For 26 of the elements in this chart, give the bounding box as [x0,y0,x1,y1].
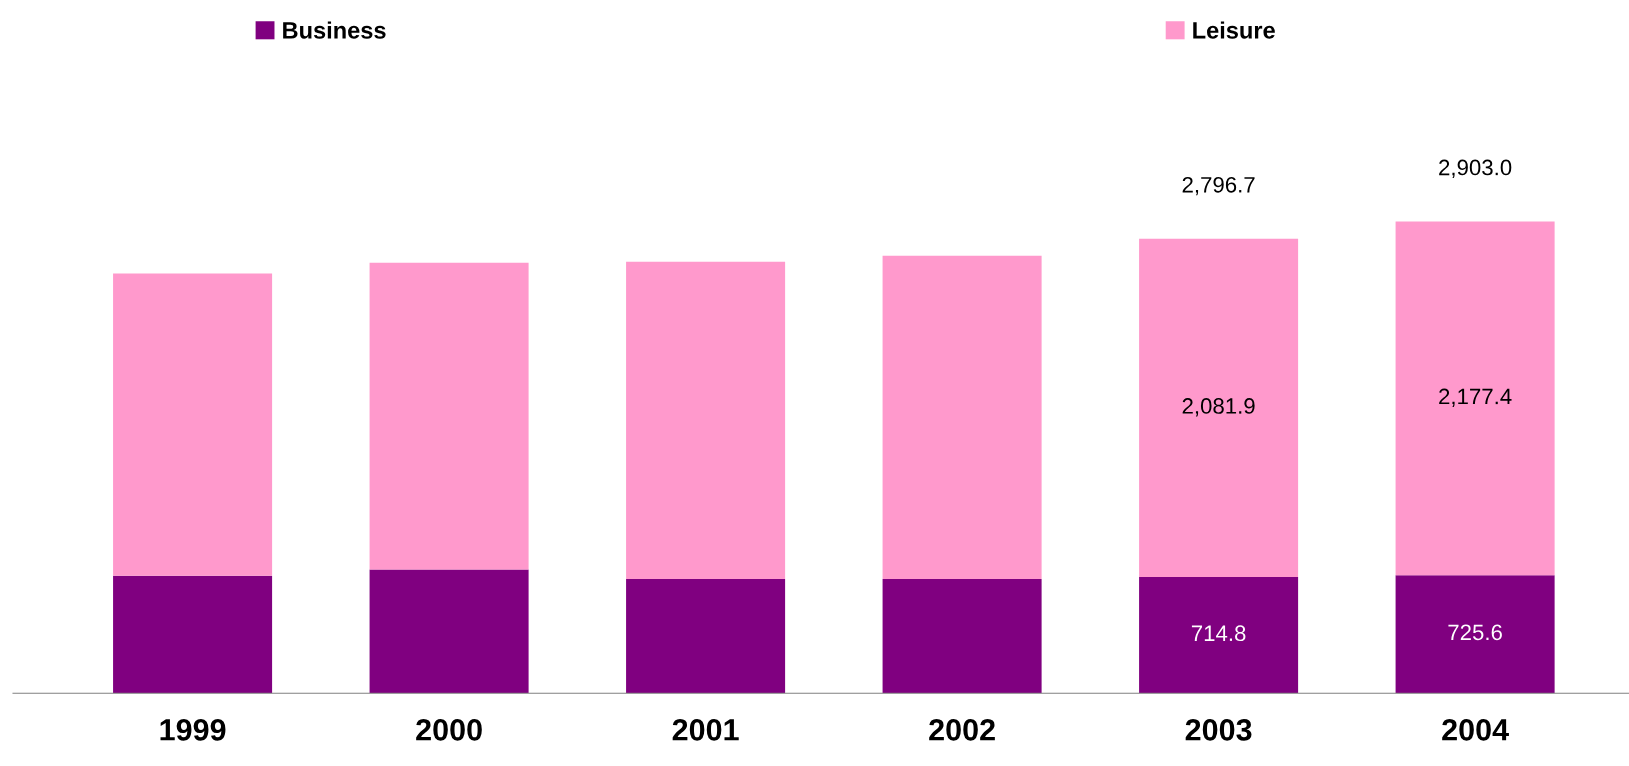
bar [882,255,1042,579]
x-tick-label: 2000 [416,719,482,741]
data-label: 2,081.9 [1182,398,1255,417]
data-label: 725.6 [1448,624,1502,641]
bar [626,578,786,694]
x-tick-label: 1999 [160,719,226,741]
x-tick-label: 2003 [1185,719,1252,741]
bar [369,262,529,570]
total-label: 2,903.0 [1439,159,1512,178]
data-label: 714.8 [1191,625,1246,642]
x-tick-label: 2001 [672,719,739,741]
bar [1395,575,1555,694]
legend-label: Business [283,21,386,39]
bar [1139,238,1299,578]
bar [369,569,529,694]
bar [113,273,273,576]
bar [626,261,786,579]
bar [113,575,273,694]
x-tick-label: 2004 [1442,719,1509,741]
total-label: 2,796.7 [1182,176,1255,196]
x-tick-label: 2002 [929,719,995,741]
bar [1395,221,1555,576]
legend-label: Leisure [1193,21,1275,39]
data-label: 2,177.4 [1439,388,1512,407]
bar [1139,577,1299,694]
bar [882,578,1042,694]
